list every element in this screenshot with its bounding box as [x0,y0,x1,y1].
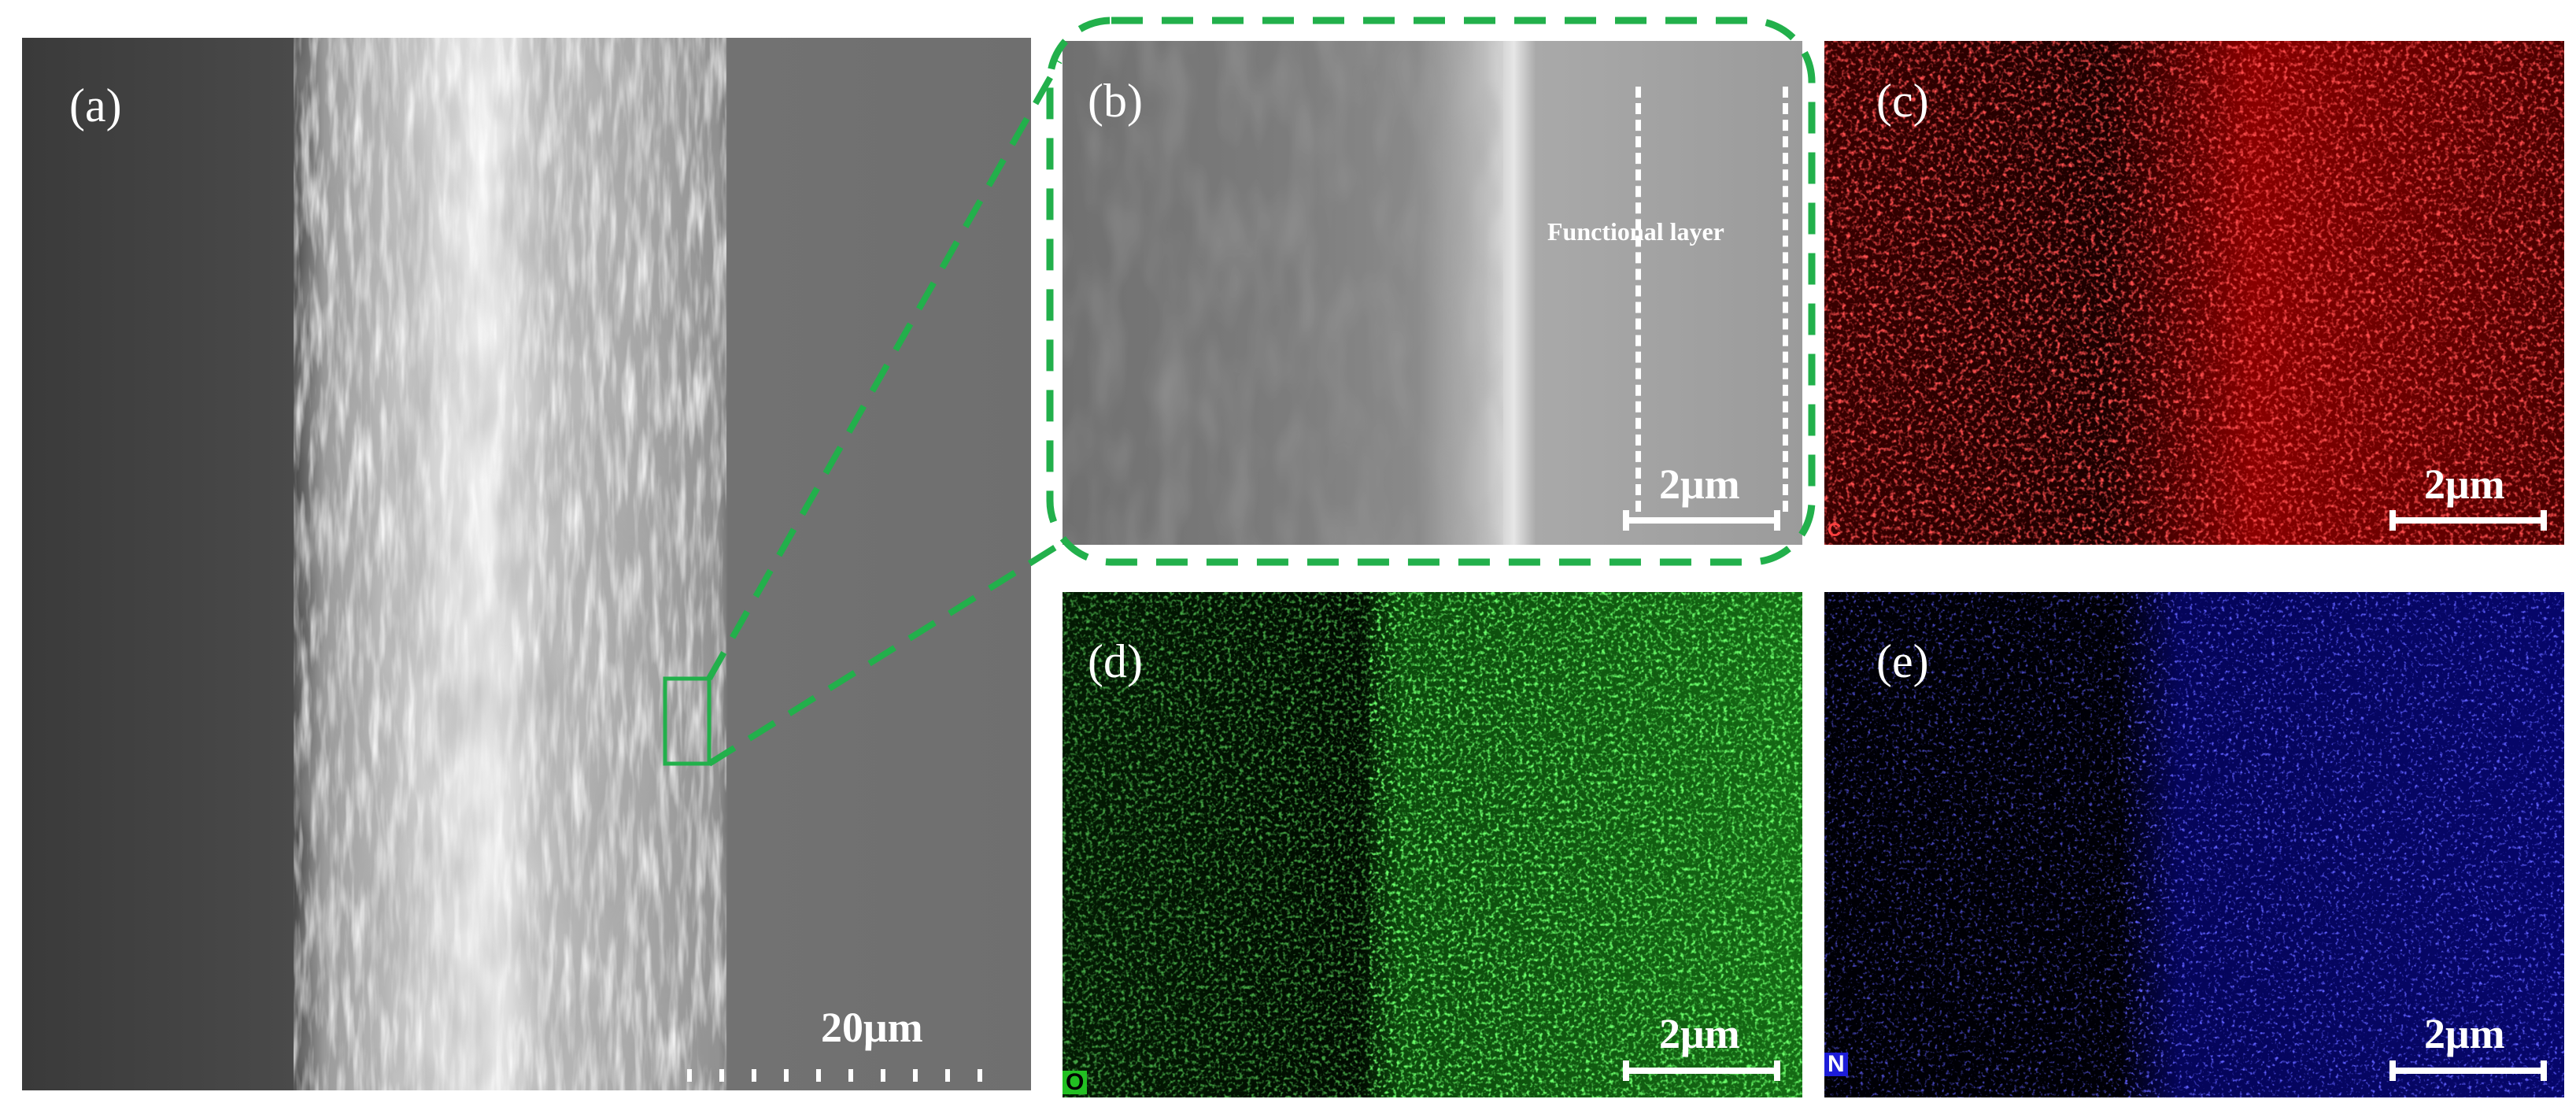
panel-c-element-tag: C [1828,520,1842,541]
panel-d-scale-bar [1623,1060,1780,1081]
panel-c-eds-map-carbon: (c) C 2μm [1824,41,2564,545]
functional-layer-annotation: Functional layer [1547,217,1724,246]
panel-a-scale-ruler [687,1069,1010,1082]
panel-d-element-tag: O [1063,1071,1088,1094]
panel-e-eds-map-nitrogen: (e) N 2μm [1824,592,2564,1097]
panel-d-eds-map-oxygen: (d) O 2μm [1063,592,1802,1097]
panel-e-element-tag: N [1824,1053,1848,1076]
panel-b-scale-text: 2μm [1659,461,1740,508]
panel-c-label: (c) [1876,75,1929,127]
functional-layer-boundary-left [1635,87,1641,512]
oxygen-eds-map [1063,592,1802,1097]
panel-b-label: (b) [1088,75,1143,127]
panel-a-scale-text: 20μm [821,1004,923,1051]
panel-b-sem-zoom: (b) Functional layer 2μm [1063,41,1802,545]
panel-e-scale-bar [2389,1060,2547,1081]
panel-a-label: (a) [69,80,122,131]
panel-e-scale-text: 2μm [2424,1010,2505,1057]
panel-c-scale-bar [2389,510,2547,531]
sem-cross-section-image [22,38,1031,1090]
nitrogen-eds-map [1824,592,2564,1097]
panel-a-sem-image: (a) 20μm [22,38,1031,1090]
panel-d-label: (d) [1088,635,1143,687]
panel-b-scale-bar [1623,510,1780,531]
carbon-eds-map [1824,41,2564,545]
panel-c-scale-text: 2μm [2424,461,2505,508]
panel-e-label: (e) [1876,635,1929,687]
functional-layer-boundary-right [1783,87,1788,512]
panel-d-scale-text: 2μm [1659,1010,1740,1057]
